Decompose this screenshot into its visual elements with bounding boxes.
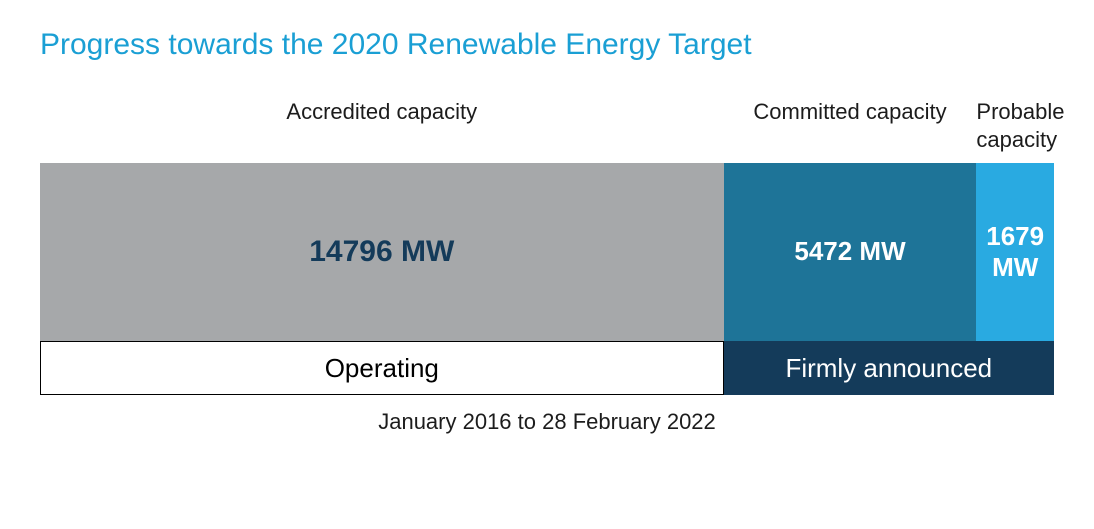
status-operating-label: Operating	[325, 353, 439, 384]
bar-seg-committed: 5472 MW	[724, 163, 977, 341]
capacity-bar: 14796 MW 5472 MW 1679 MW	[40, 163, 1054, 341]
status-announced-label: Firmly announced	[785, 353, 992, 384]
label-accredited: Accredited capacity	[40, 98, 724, 153]
status-announced: Firmly announced	[724, 341, 1054, 395]
bar-seg-accredited: 14796 MW	[40, 163, 724, 341]
status-row: Operating Firmly announced	[40, 341, 1054, 395]
capacity-labels-row: Accredited capacity Committed capacity P…	[40, 98, 1054, 153]
value-probable: 1679 MW	[976, 221, 1054, 283]
chart-title: Progress towards the 2020 Renewable Ener…	[40, 28, 1054, 62]
value-committed: 5472 MW	[786, 236, 913, 267]
label-committed: Committed capacity	[724, 98, 977, 153]
bar-seg-probable: 1679 MW	[976, 163, 1054, 341]
status-operating: Operating	[40, 341, 724, 395]
label-probable: Probable capacity	[976, 98, 1054, 153]
value-accredited: 14796 MW	[301, 234, 462, 270]
chart-footer: January 2016 to 28 February 2022	[40, 409, 1054, 435]
